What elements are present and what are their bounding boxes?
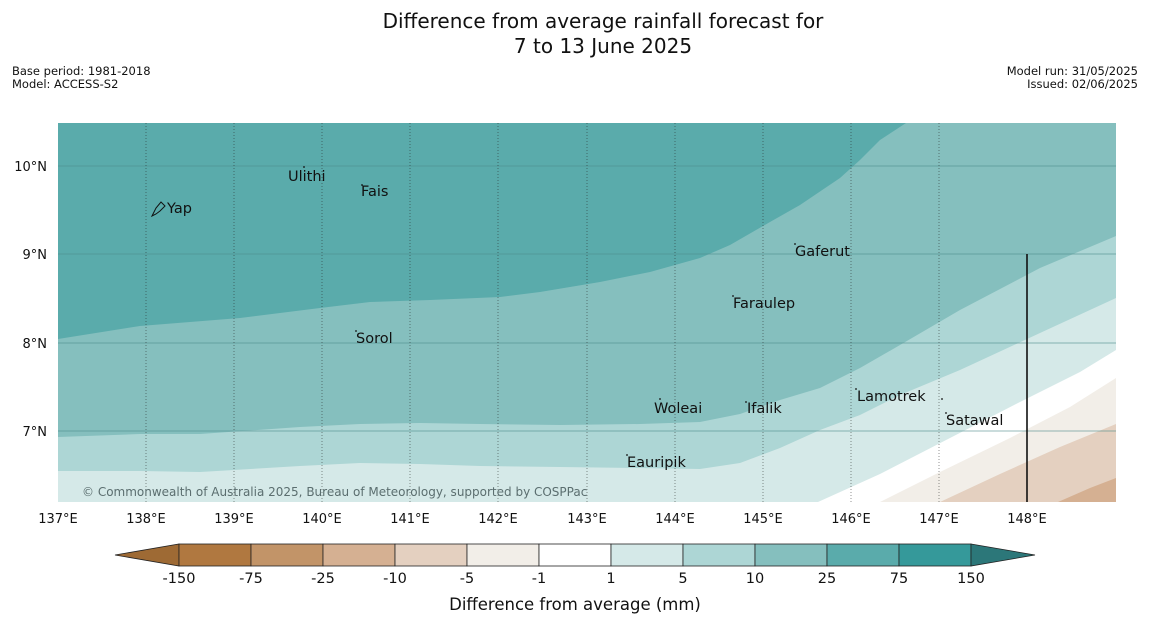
title-line-1: Difference from average rainfall forecas… — [382, 9, 824, 33]
colorbar-segment — [610, 543, 684, 567]
colorbar-label: -10 — [383, 571, 407, 587]
island-marks — [303, 166, 947, 456]
place-sorol: Sorol — [356, 331, 393, 347]
latitude-tick-labels: 10°N 9°N 8°N 7°N — [14, 160, 47, 440]
band-minus-5-to-minus-10 — [940, 424, 1116, 502]
place-ulithi: Ulithi — [288, 169, 326, 185]
colorbar-label: 10 — [746, 571, 764, 587]
colorbar — [114, 543, 1036, 567]
colorbar-segment — [466, 543, 540, 567]
lon-label: 146°E — [831, 512, 871, 527]
lon-label: 145°E — [743, 512, 783, 527]
place-faraulep: Faraulep — [733, 296, 795, 312]
colorbar-segment — [250, 543, 324, 567]
yap-island-shape — [150, 201, 166, 218]
colorbar-title: Difference from average (mm) — [449, 595, 701, 614]
colorbar-label: -75 — [239, 571, 263, 587]
meta-right: Model run: 31/05/2025 Issued: 02/06/2025 — [1007, 65, 1138, 91]
lon-label: 140°E — [302, 512, 342, 527]
colorbar-segment — [826, 543, 900, 567]
colorbar-segment — [178, 543, 252, 567]
colorbar-label: 1 — [606, 571, 615, 587]
lon-label: 138°E — [126, 512, 166, 527]
base-period-label: Base period: 1981-2018 — [12, 64, 151, 78]
place-yap: Yap — [166, 201, 192, 217]
lon-label: 142°E — [478, 512, 518, 527]
lon-label: 144°E — [655, 512, 695, 527]
colorbar-segment — [754, 543, 828, 567]
band-minus-10-to-minus-25 — [1058, 478, 1116, 502]
colorbar-label: 150 — [957, 571, 985, 587]
colorbar-label: 75 — [890, 571, 908, 587]
colorbar-label: -25 — [311, 571, 335, 587]
lat-label: 9°N — [23, 248, 48, 263]
lon-label: 141°E — [390, 512, 430, 527]
colorbar-over-arrow — [970, 543, 1036, 567]
place-satawal: Satawal — [946, 413, 1003, 429]
colorbar-label: -5 — [460, 571, 474, 587]
colorbar-label: -1 — [532, 571, 546, 587]
colorbar-segment — [394, 543, 468, 567]
longitude-tick-labels: 137°E 138°E 139°E 140°E 141°E 142°E 143°… — [38, 512, 1047, 527]
map-title: Difference from average rainfall forecas… — [0, 9, 1150, 59]
place-labels: Yap Ulithi Fais Gaferut Faraulep Sorol W… — [166, 169, 1003, 471]
colorbar-segment — [322, 543, 396, 567]
colorbar-under-arrow — [114, 543, 180, 567]
model-run-label: Model run: 31/05/2025 — [1006, 64, 1138, 78]
colorbar-segment — [538, 543, 612, 567]
lon-label: 139°E — [214, 512, 254, 527]
colorbar-label: 5 — [678, 571, 687, 587]
meta-left: Base period: 1981-2018 Model: ACCESS-S2 — [12, 65, 151, 91]
place-woleai: Woleai — [654, 401, 702, 417]
band-25-to-75 — [58, 123, 906, 339]
issued-label: Issued: 02/06/2025 — [1027, 77, 1138, 91]
colorbar-label: 25 — [818, 571, 836, 587]
copyright-notice: © Commonwealth of Australia 2025, Bureau… — [82, 485, 587, 499]
colorbar-labels: -150 -75 -25 -10 -5 -1 1 5 10 25 75 150 — [163, 571, 985, 587]
meridians — [145, 123, 940, 502]
place-eauripik: Eauripik — [627, 455, 686, 471]
title-line-2: 7 to 13 June 2025 — [513, 34, 693, 58]
place-fais: Fais — [361, 184, 388, 200]
model-label: Model: ACCESS-S2 — [12, 77, 119, 91]
colorbar-segment — [898, 543, 972, 567]
lat-label: 7°N — [23, 425, 48, 440]
lon-label: 147°E — [919, 512, 959, 527]
lon-label: 137°E — [38, 512, 78, 527]
lon-label: 148°E — [1007, 512, 1047, 527]
place-lamotrek: Lamotrek — [857, 389, 926, 405]
lat-label: 10°N — [14, 160, 47, 175]
colorbar-label: -150 — [163, 571, 196, 587]
lon-label: 143°E — [567, 512, 607, 527]
place-gaferut: Gaferut — [795, 244, 850, 260]
place-ifalik: Ifalik — [747, 401, 782, 417]
lat-label: 8°N — [23, 337, 48, 352]
colorbar-segment — [682, 543, 756, 567]
forecast-map: Yap Ulithi Fais Gaferut Faraulep Sorol W… — [58, 123, 1116, 502]
